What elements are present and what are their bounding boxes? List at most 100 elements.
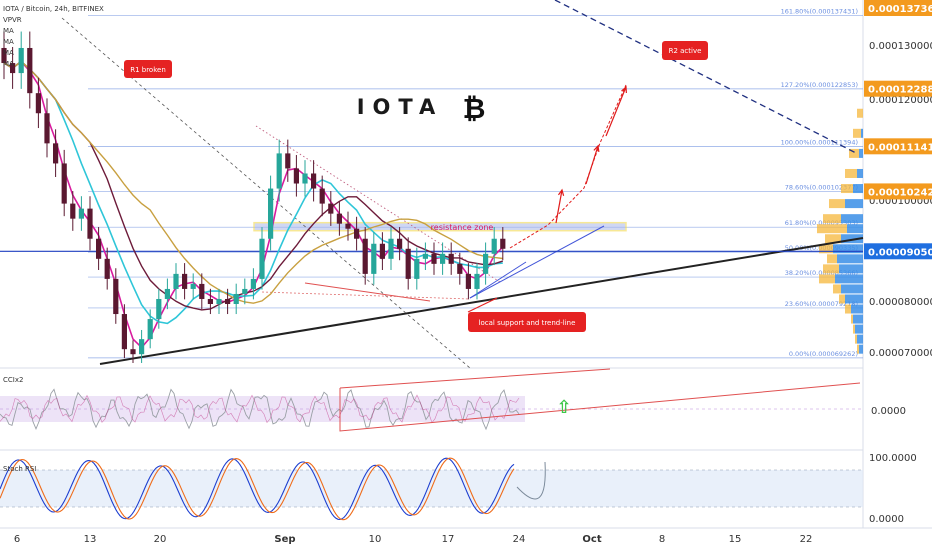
candle-body xyxy=(173,273,179,289)
volume-bar xyxy=(845,199,863,209)
resistance-label: resistance zone xyxy=(431,223,494,232)
volume-bar xyxy=(853,324,855,334)
projection-arrow xyxy=(605,86,627,137)
candle-body xyxy=(53,143,59,164)
indicator-ma: MA xyxy=(3,38,14,46)
volume-bar xyxy=(823,214,841,224)
price-tick: 0.000080000 xyxy=(869,297,932,308)
candle-body xyxy=(268,188,274,239)
arrow-head xyxy=(557,188,565,196)
price-axis[interactable]: 0.000130000 0.000120000 0.000100000 0.00… xyxy=(864,0,932,359)
indicator-ma: MA xyxy=(3,49,14,57)
candle-body xyxy=(440,253,446,264)
candle-body xyxy=(336,213,342,224)
candle-body xyxy=(362,238,368,274)
volume-bar xyxy=(841,184,853,194)
fib-level-label: 78.60%(0.000102377) xyxy=(785,184,858,192)
candle-body xyxy=(500,238,506,249)
trend-lines[interactable] xyxy=(0,0,864,369)
local-support-dotted xyxy=(261,291,471,300)
projection-arrows xyxy=(509,84,627,249)
bitcoin-icon: ₿ xyxy=(463,92,486,125)
price-badge xyxy=(864,243,932,260)
volume-bar xyxy=(851,304,863,314)
candle-body xyxy=(78,208,84,219)
candle-body xyxy=(242,288,248,294)
indicator-ma: MA xyxy=(3,60,14,68)
candle-body xyxy=(405,248,411,279)
time-tick: 24 xyxy=(513,534,526,545)
fib-level-label: 38.20%(0.000085366) xyxy=(785,269,858,277)
candle-body xyxy=(199,283,205,299)
candle-body xyxy=(431,253,437,264)
fib-level-label: 61.80%(0.000095303) xyxy=(785,219,858,227)
support-label: local support and trend-line xyxy=(479,319,576,327)
volume-bar xyxy=(845,304,851,314)
candle-body xyxy=(302,173,308,184)
candle-body xyxy=(130,349,136,355)
candle-body xyxy=(345,223,351,229)
candle-body xyxy=(457,263,463,274)
volume-bar xyxy=(829,199,845,209)
projection-arrow xyxy=(585,145,599,185)
volume-bar xyxy=(853,314,863,324)
r1-broken-badge: R1 broken xyxy=(124,60,172,78)
projection-path xyxy=(509,84,627,249)
price-badge-label: 0.000102428 xyxy=(868,187,932,198)
candle-body xyxy=(328,203,334,214)
fib-level-label: 161.80%(0.000137431) xyxy=(781,8,858,16)
volume-bar xyxy=(857,344,859,354)
candle-body xyxy=(465,273,471,289)
arrow-head xyxy=(593,144,600,153)
candle-body xyxy=(388,238,394,259)
resistance-zone[interactable] xyxy=(253,221,627,232)
fib-retracement[interactable]: 161.80%(0.000137431) 127.20%(0.000122853)… xyxy=(88,8,863,359)
candle-body xyxy=(474,273,480,289)
candle-body xyxy=(371,243,377,274)
candle-body xyxy=(311,173,317,189)
candle-body xyxy=(250,278,256,289)
candles xyxy=(1,31,506,363)
volume-bar xyxy=(853,184,863,194)
volume-bar xyxy=(819,274,835,284)
candle-body xyxy=(113,278,119,315)
candle-body xyxy=(190,283,196,289)
volume-bar xyxy=(833,244,863,254)
r2-label: R2 active xyxy=(669,47,702,55)
candle-body xyxy=(156,298,162,320)
time-tick: 10 xyxy=(369,534,382,545)
panel-frames xyxy=(0,0,932,529)
candle-body xyxy=(397,238,403,249)
volume-bar xyxy=(837,254,863,264)
time-tick: 17 xyxy=(442,534,455,545)
cci-label: CCIx2 xyxy=(3,376,23,384)
volume-bar xyxy=(857,334,863,344)
chart-annotation-title: IOTA xyxy=(357,95,444,119)
volume-bar xyxy=(855,334,857,344)
candle-body xyxy=(276,153,282,189)
up-arrow-icon: ⇧ xyxy=(556,397,571,418)
time-axis[interactable]: 6 13 20 Sep 10 17 24 Oct 8 15 22 xyxy=(14,534,813,545)
price-tick: 0.000070000 xyxy=(869,348,932,359)
price-badge-label: 0.000111411 xyxy=(868,142,932,153)
candle-body xyxy=(182,273,188,289)
time-tick: 20 xyxy=(154,534,167,545)
cci-wedge xyxy=(339,368,861,432)
stoch-k-line xyxy=(0,457,515,521)
indicator-vpvr: VPVR xyxy=(3,16,22,24)
candle-body xyxy=(147,319,153,340)
candle-body xyxy=(233,293,239,304)
candle-body xyxy=(44,113,50,144)
volume-bar xyxy=(851,314,853,324)
volume-bar xyxy=(859,148,863,158)
time-tick: Oct xyxy=(582,534,601,545)
volume-bar xyxy=(855,324,863,334)
cci-lines xyxy=(0,368,861,432)
candle-body xyxy=(225,298,231,304)
price-badge xyxy=(864,183,932,200)
projection-arrow xyxy=(555,189,563,224)
price-badge xyxy=(864,0,932,16)
symbol-line: IOTA / Bitcoin, 24h, BITFINEX xyxy=(3,5,104,13)
